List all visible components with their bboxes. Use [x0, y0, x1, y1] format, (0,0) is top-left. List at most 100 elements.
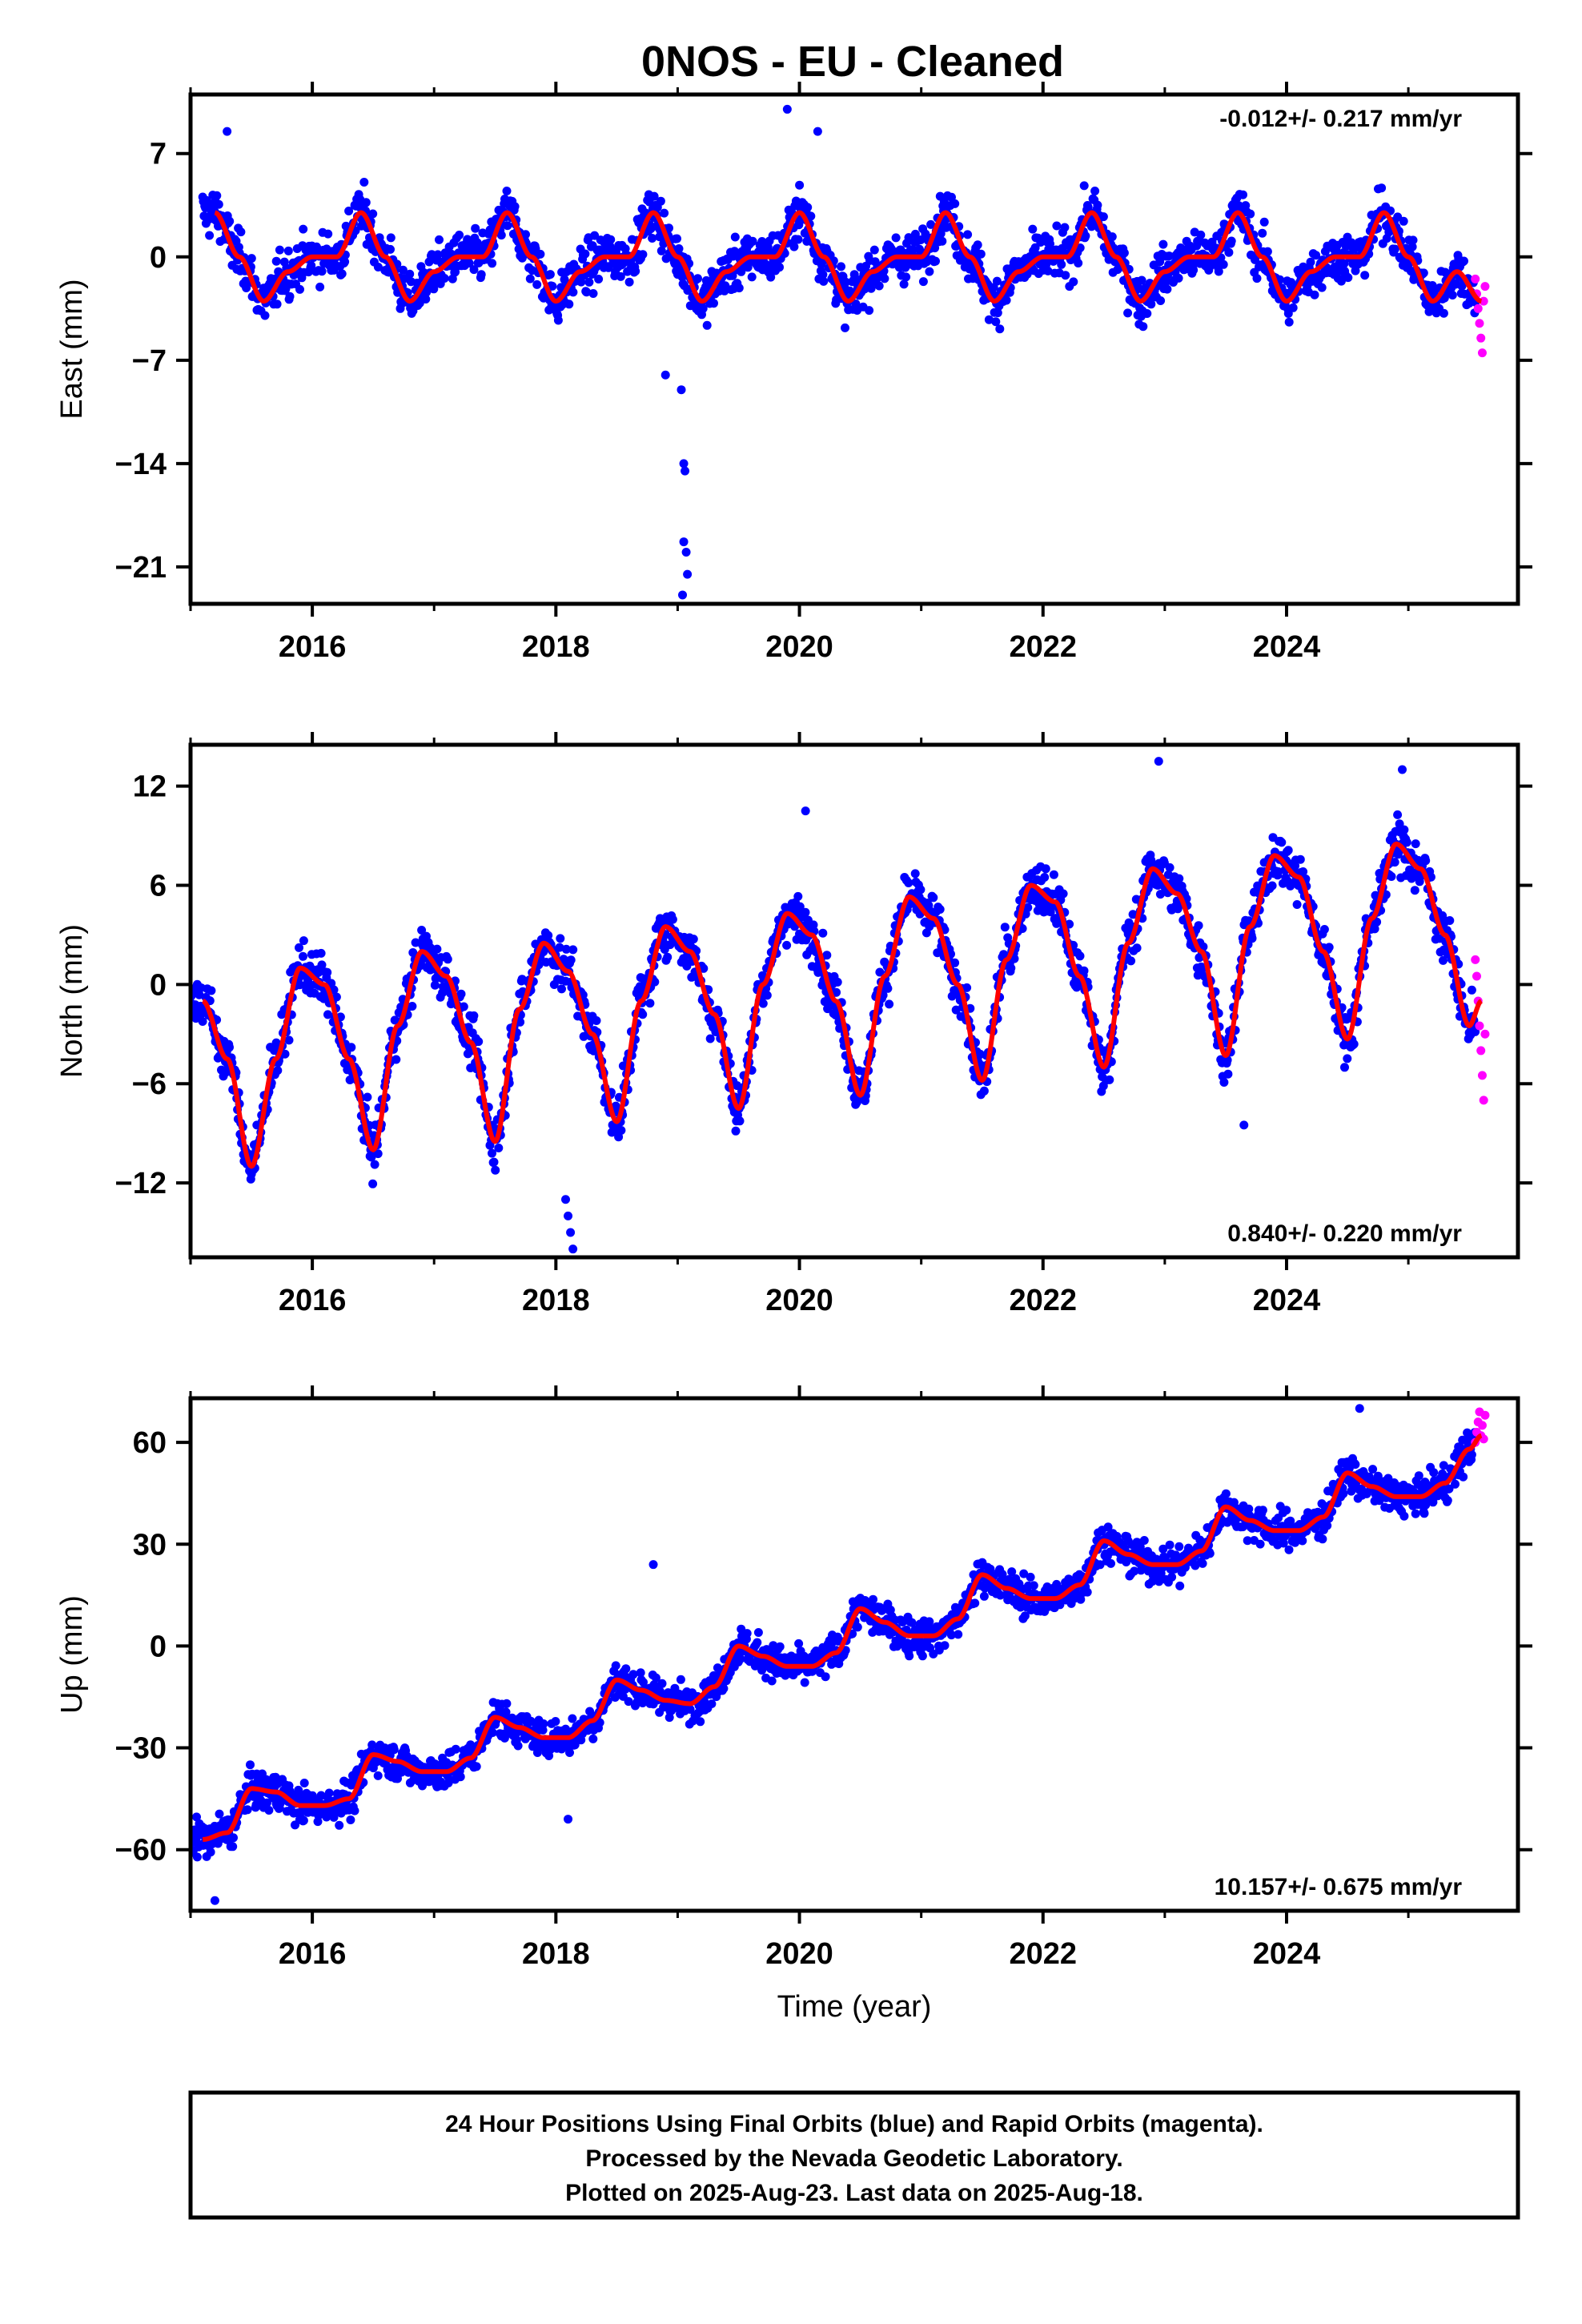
final-orbit-point [1090, 187, 1100, 195]
final-orbit-point [299, 1779, 309, 1787]
final-orbit-point [818, 270, 828, 279]
final-orbit-point [767, 1676, 777, 1686]
y-tick-label: 6 [150, 869, 167, 903]
y-tick-label: 7 [150, 138, 167, 171]
final-orbit-point [1052, 221, 1062, 231]
final-orbit-point [228, 1842, 238, 1852]
final-orbit-point [908, 245, 917, 255]
final-orbit-point [1098, 212, 1108, 222]
final-orbit-point [925, 267, 934, 276]
final-orbit-point [650, 977, 660, 987]
velocity-rate-label: -0.012+/- 0.217 mm/yr [1219, 106, 1462, 132]
final-orbit-point [323, 967, 332, 977]
final-orbit-point [1036, 238, 1046, 247]
final-orbit-point [588, 289, 598, 298]
final-orbit-point [656, 246, 666, 255]
outlier-point [568, 1244, 578, 1254]
final-orbit-point [471, 223, 480, 233]
final-orbit-point [709, 299, 718, 308]
final-orbit-point [1219, 259, 1228, 269]
final-orbit-point [1107, 232, 1117, 242]
final-orbit-point [793, 891, 803, 901]
final-orbit-point [742, 1629, 752, 1638]
final-orbit-point [638, 1010, 648, 1019]
y-tick-label: −14 [115, 448, 167, 481]
final-orbit-point [459, 1002, 468, 1011]
final-orbit-point [611, 1101, 620, 1111]
final-orbit-point [753, 1628, 763, 1637]
final-orbit-point [389, 1745, 399, 1755]
final-orbit-point [904, 879, 913, 887]
outlier-point [223, 127, 232, 136]
final-orbit-point [417, 926, 427, 935]
final-orbit-point [1445, 916, 1455, 925]
final-orbit-point [1126, 956, 1136, 966]
final-orbit-point [621, 1664, 631, 1674]
final-orbit-point [1060, 223, 1070, 232]
final-orbit-point [849, 270, 859, 279]
outlier-point [681, 547, 691, 557]
final-orbit-point [198, 1017, 207, 1026]
final-orbit-point [1267, 881, 1277, 891]
final-orbit-point [373, 1771, 383, 1780]
final-orbit-point [496, 231, 506, 240]
final-orbit-point [747, 272, 757, 282]
final-orbit-point [936, 229, 946, 239]
final-orbit-point [299, 951, 307, 961]
final-orbit-point [491, 1165, 500, 1175]
final-orbit-point [588, 1734, 598, 1743]
final-orbit-point [347, 1043, 356, 1052]
final-orbit-point [568, 287, 578, 297]
final-orbit-point [551, 1717, 560, 1726]
final-orbit-point [1000, 923, 1010, 932]
final-orbit-point [386, 233, 396, 243]
final-orbit-point [1214, 267, 1223, 276]
final-orbit-point [280, 1049, 290, 1059]
final-orbit-point [869, 1594, 877, 1604]
rapid-orbit-point [1475, 319, 1484, 328]
final-orbit-point [1142, 309, 1152, 318]
final-orbit-point [880, 274, 889, 283]
final-orbit-point [494, 1144, 504, 1152]
final-orbit-point [316, 948, 326, 958]
chart-title: 0NOS - EU - Cleaned [641, 38, 1064, 86]
outlier-point [679, 537, 689, 547]
final-orbit-point [1105, 1075, 1114, 1084]
final-orbit-point [689, 935, 698, 944]
final-orbit-point [926, 219, 936, 229]
final-orbit-point [412, 278, 422, 287]
final-orbit-point [221, 1068, 231, 1077]
final-orbit-point [430, 980, 440, 990]
final-orbit-point [673, 234, 681, 243]
outlier-point [813, 127, 822, 136]
final-orbit-point [1239, 190, 1247, 199]
outlier-point [661, 370, 670, 380]
final-orbit-point [521, 230, 530, 239]
final-orbit-point [995, 324, 1005, 334]
final-orbit-point [606, 235, 616, 244]
x-tick-label: 2022 [1009, 630, 1077, 664]
final-orbit-point [1002, 296, 1011, 305]
final-orbit-point [979, 1086, 989, 1096]
final-orbit-point [794, 220, 804, 230]
rapid-orbit-point [1476, 333, 1486, 343]
final-orbit-point [192, 1852, 202, 1862]
final-orbit-point [910, 229, 920, 239]
final-orbit-point [516, 1017, 525, 1027]
final-orbit-point [821, 1672, 830, 1682]
final-orbit-point [1284, 317, 1294, 327]
final-orbit-point [1219, 1078, 1229, 1087]
final-orbit-point [323, 229, 333, 239]
velocity-rate-label: 0.840+/- 0.220 mm/yr [1227, 1220, 1462, 1247]
final-orbit-point [472, 1762, 481, 1771]
final-orbit-point [557, 984, 566, 994]
final-orbit-point [1336, 276, 1346, 286]
final-orbit-point [604, 263, 613, 272]
rapid-orbit-point [1477, 1071, 1487, 1080]
final-orbit-point [283, 246, 293, 255]
final-orbit-point [976, 249, 986, 259]
final-orbit-point [243, 1805, 252, 1815]
